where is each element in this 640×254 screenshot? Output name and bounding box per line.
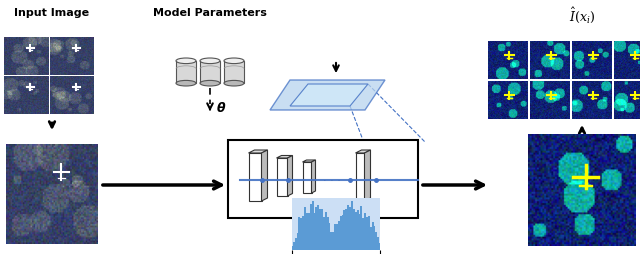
Polygon shape [248, 153, 262, 201]
Text: $p_\theta(x_i|\mathbf{x}_{<i})$: $p_\theta(x_i|\mathbf{x}_{<i})$ [531, 228, 585, 244]
Bar [224, 61, 244, 83]
Text: Model Parameters: Model Parameters [153, 8, 267, 18]
Polygon shape [303, 160, 316, 162]
Polygon shape [276, 155, 292, 158]
Ellipse shape [176, 81, 196, 86]
Polygon shape [270, 80, 385, 110]
Text: $\boldsymbol{\theta}$: $\boldsymbol{\theta}$ [216, 101, 226, 115]
Ellipse shape [224, 58, 244, 64]
Bar [200, 61, 220, 83]
FancyBboxPatch shape [228, 140, 418, 218]
Ellipse shape [176, 58, 196, 64]
Text: Input Image: Input Image [15, 8, 90, 18]
Text: $\hat{I}(x_i)$: $\hat{I}(x_i)$ [569, 6, 595, 25]
Polygon shape [303, 162, 312, 193]
Polygon shape [355, 150, 371, 153]
Polygon shape [312, 160, 316, 193]
Text: . . .: . . . [323, 173, 341, 183]
Polygon shape [287, 155, 292, 196]
Ellipse shape [200, 58, 220, 64]
Text: PixelCNN: PixelCNN [294, 228, 351, 238]
Text: Flip + Rotate: Flip + Rotate [12, 226, 93, 236]
Bar [176, 61, 196, 83]
Polygon shape [276, 158, 287, 196]
Polygon shape [248, 150, 268, 153]
Polygon shape [290, 84, 368, 106]
Polygon shape [365, 150, 371, 201]
Polygon shape [262, 150, 268, 201]
Ellipse shape [224, 81, 244, 86]
Polygon shape [355, 153, 365, 201]
Ellipse shape [200, 81, 220, 86]
